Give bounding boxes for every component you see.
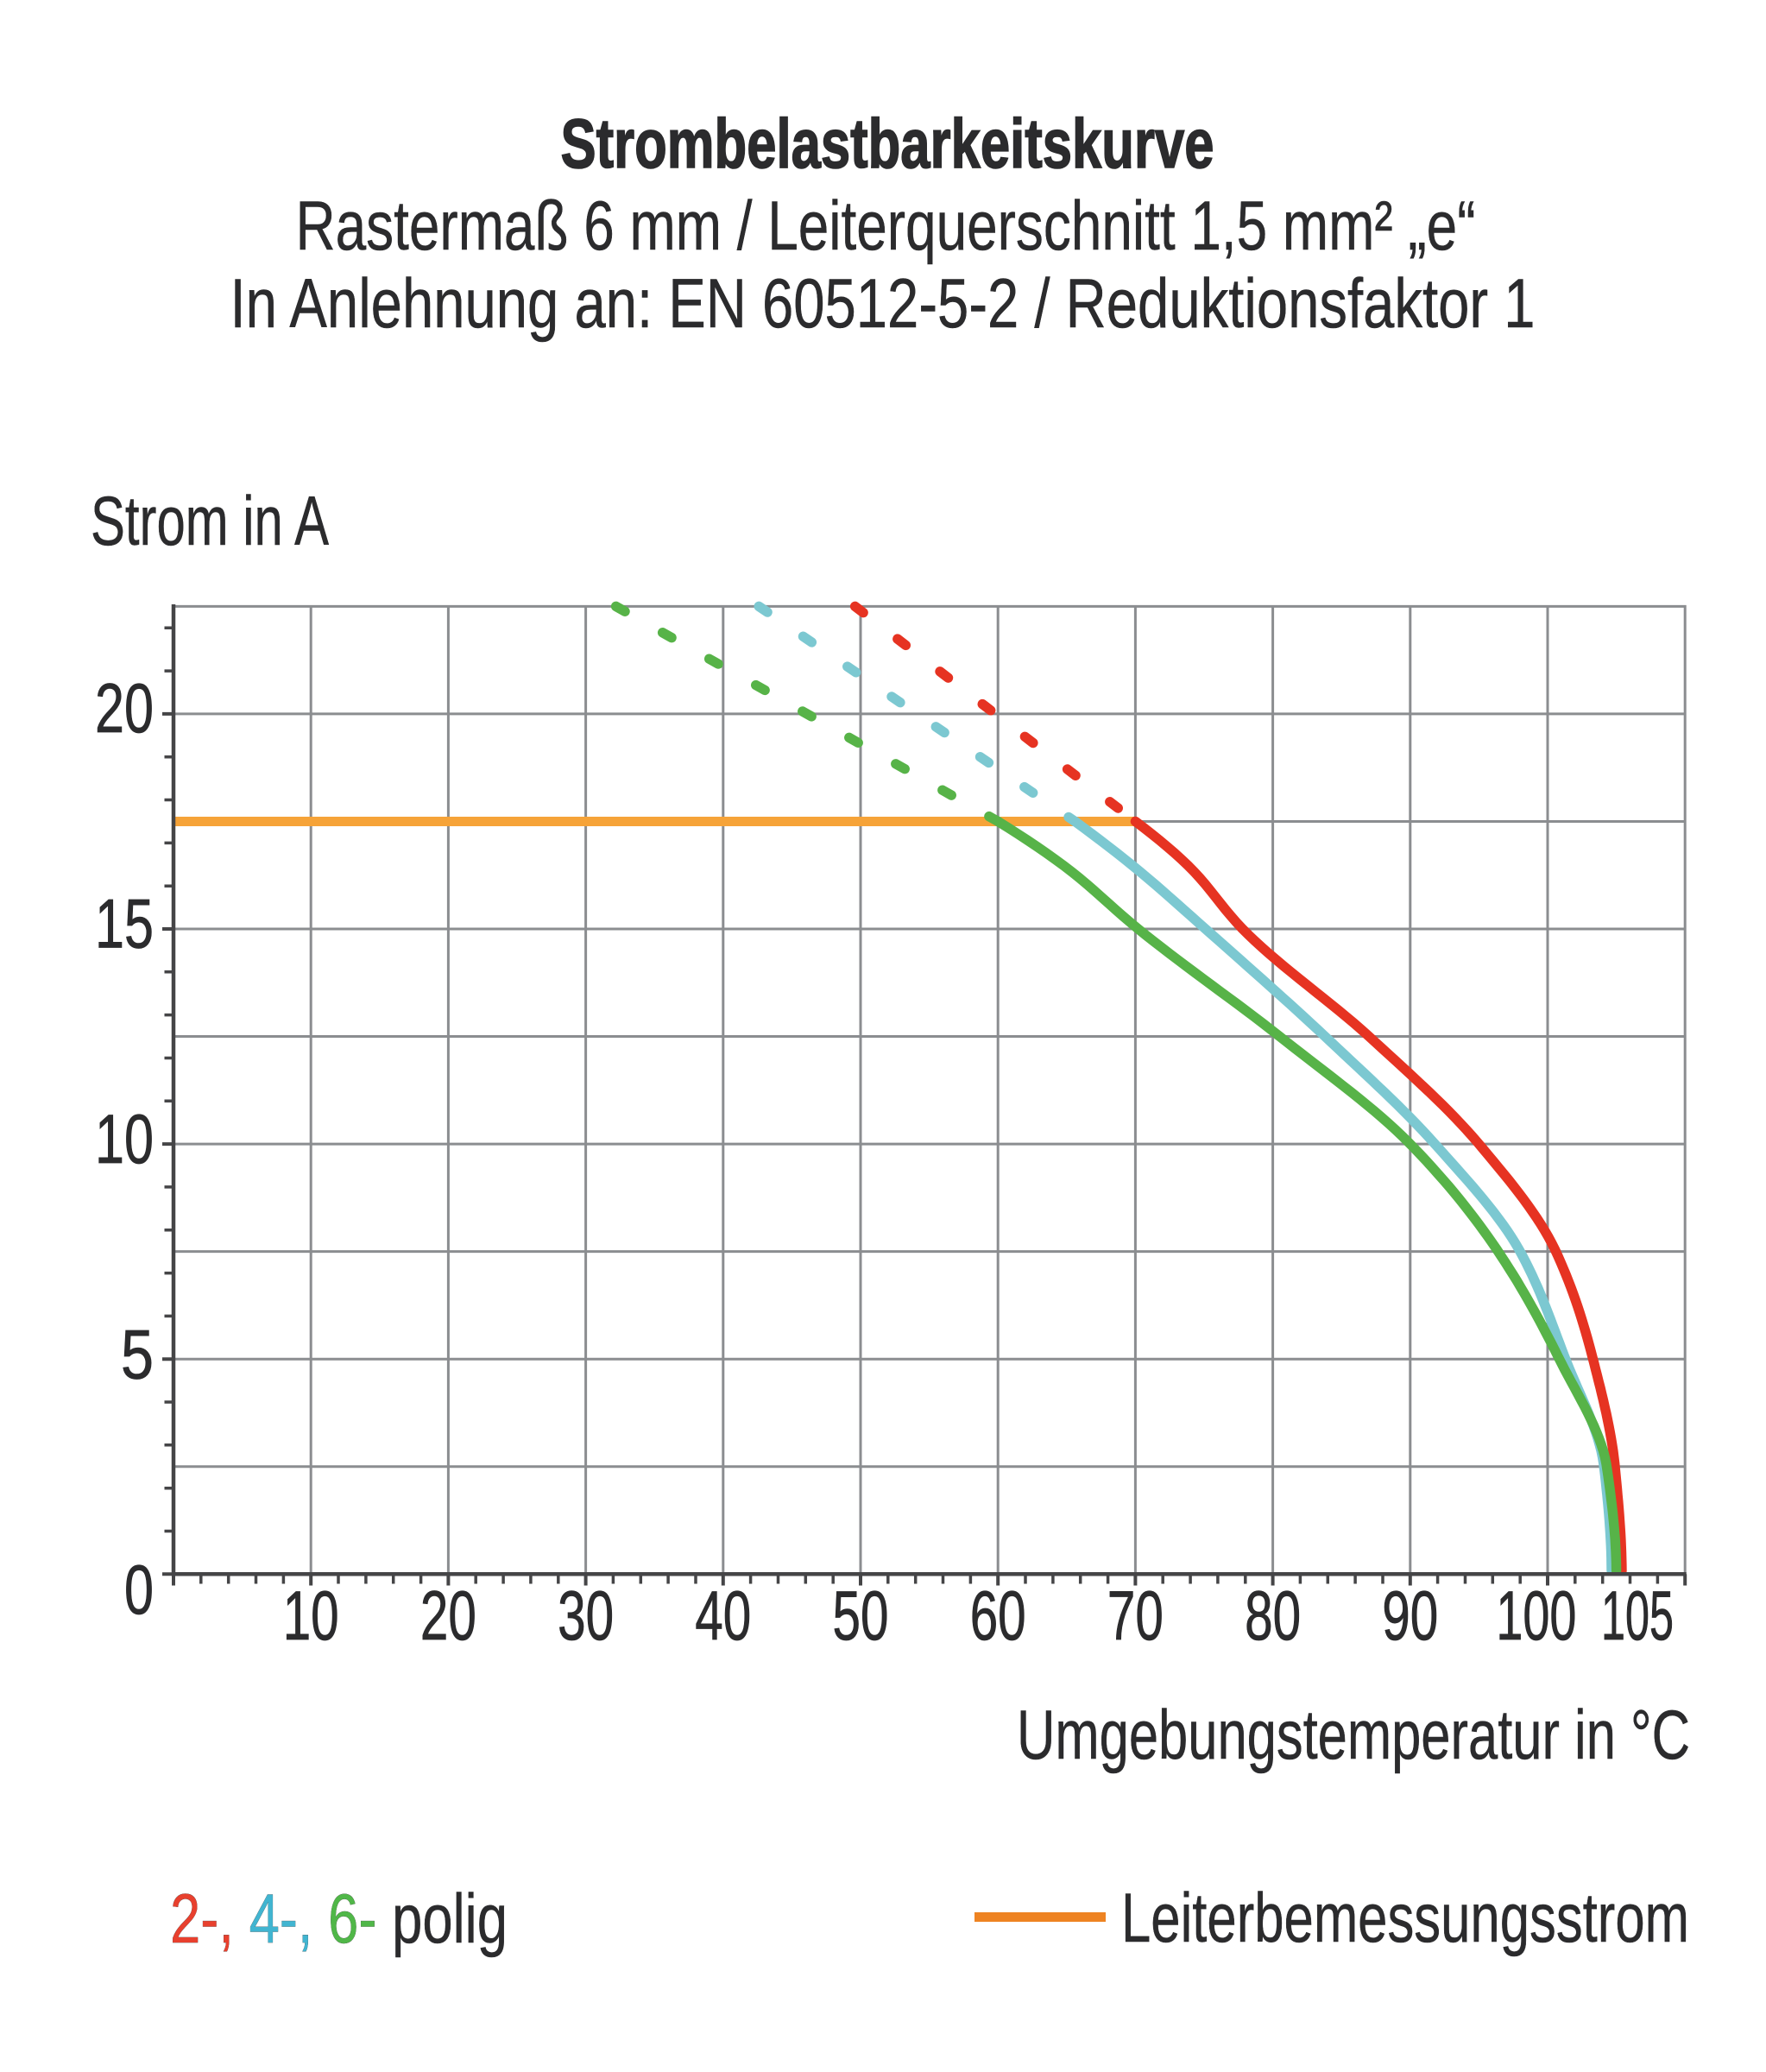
svg-text:In Anlehnung an: EN 60512-5-2: In Anlehnung an: EN 60512-5-2 / Reduktio… <box>230 265 1536 343</box>
svg-text:Leiterbemessungsstrom: Leiterbemessungsstrom <box>1121 1879 1689 1957</box>
svg-text:Strombelastbarkeitskurve: Strombelastbarkeitskurve <box>561 105 1214 183</box>
svg-text:60: 60 <box>970 1577 1026 1655</box>
svg-text:90: 90 <box>1382 1577 1438 1655</box>
svg-text:50: 50 <box>833 1577 889 1655</box>
svg-text:2-, 4-, 6- polig: 2-, 4-, 6- polig <box>170 1880 508 1958</box>
svg-text:40: 40 <box>695 1577 751 1655</box>
svg-text:10: 10 <box>283 1577 339 1655</box>
svg-text:15: 15 <box>95 886 154 963</box>
svg-text:0: 0 <box>124 1551 154 1629</box>
svg-text:Strom in A: Strom in A <box>91 483 329 560</box>
svg-text:20: 20 <box>420 1577 476 1655</box>
svg-text:20: 20 <box>95 670 154 748</box>
svg-text:80: 80 <box>1245 1577 1301 1655</box>
svg-text:Rastermaß 6 mm / Leiterquersch: Rastermaß 6 mm / Leiterquerschnitt 1,5 m… <box>296 187 1476 265</box>
svg-text:5: 5 <box>121 1317 154 1394</box>
svg-text:105: 105 <box>1601 1577 1674 1655</box>
svg-text:70: 70 <box>1107 1577 1164 1655</box>
svg-text:Umgebungstemperatur in °C: Umgebungstemperatur in °C <box>1017 1696 1690 1774</box>
svg-text:100: 100 <box>1496 1577 1576 1655</box>
svg-text:30: 30 <box>558 1577 614 1655</box>
svg-text:10: 10 <box>95 1101 154 1178</box>
